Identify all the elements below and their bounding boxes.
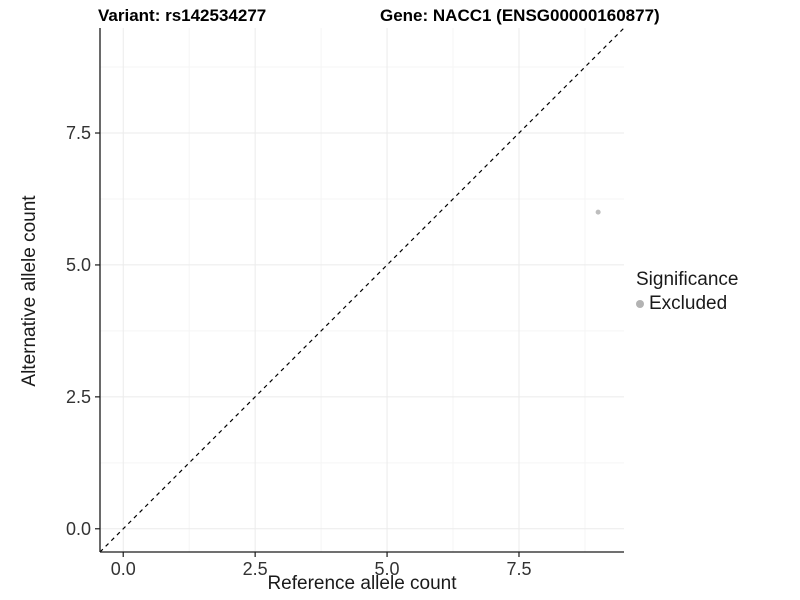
legend-key-dot-icon (636, 299, 644, 308)
x-tick-label: 5.0 (375, 559, 400, 579)
x-axis-title: Reference allele count (267, 573, 457, 594)
plot-title-variant: Variant: rs142534277 (98, 6, 267, 25)
legend-item-excluded: Excluded (636, 292, 738, 316)
x-tick-label: 2.5 (243, 559, 268, 579)
y-tick-label: 7.5 (66, 123, 91, 143)
legend-title: Significance (636, 269, 739, 290)
legend-item-label: Excluded (649, 292, 728, 314)
y-tick-label: 2.5 (66, 387, 91, 407)
legend: Significance Excluded (636, 268, 738, 316)
identity-reference-line (99, 27, 625, 553)
data-point (595, 209, 601, 215)
y-axis-title: Alternative allele count (19, 195, 40, 387)
y-tick-label: 5.0 (66, 255, 91, 275)
x-tick-label: 0.0 (111, 559, 136, 579)
x-tick-label: 7.5 (506, 559, 531, 579)
y-tick-label: 0.0 (66, 519, 91, 539)
plot-title-gene: Gene: NACC1 (ENSG00000160877) (380, 6, 660, 25)
